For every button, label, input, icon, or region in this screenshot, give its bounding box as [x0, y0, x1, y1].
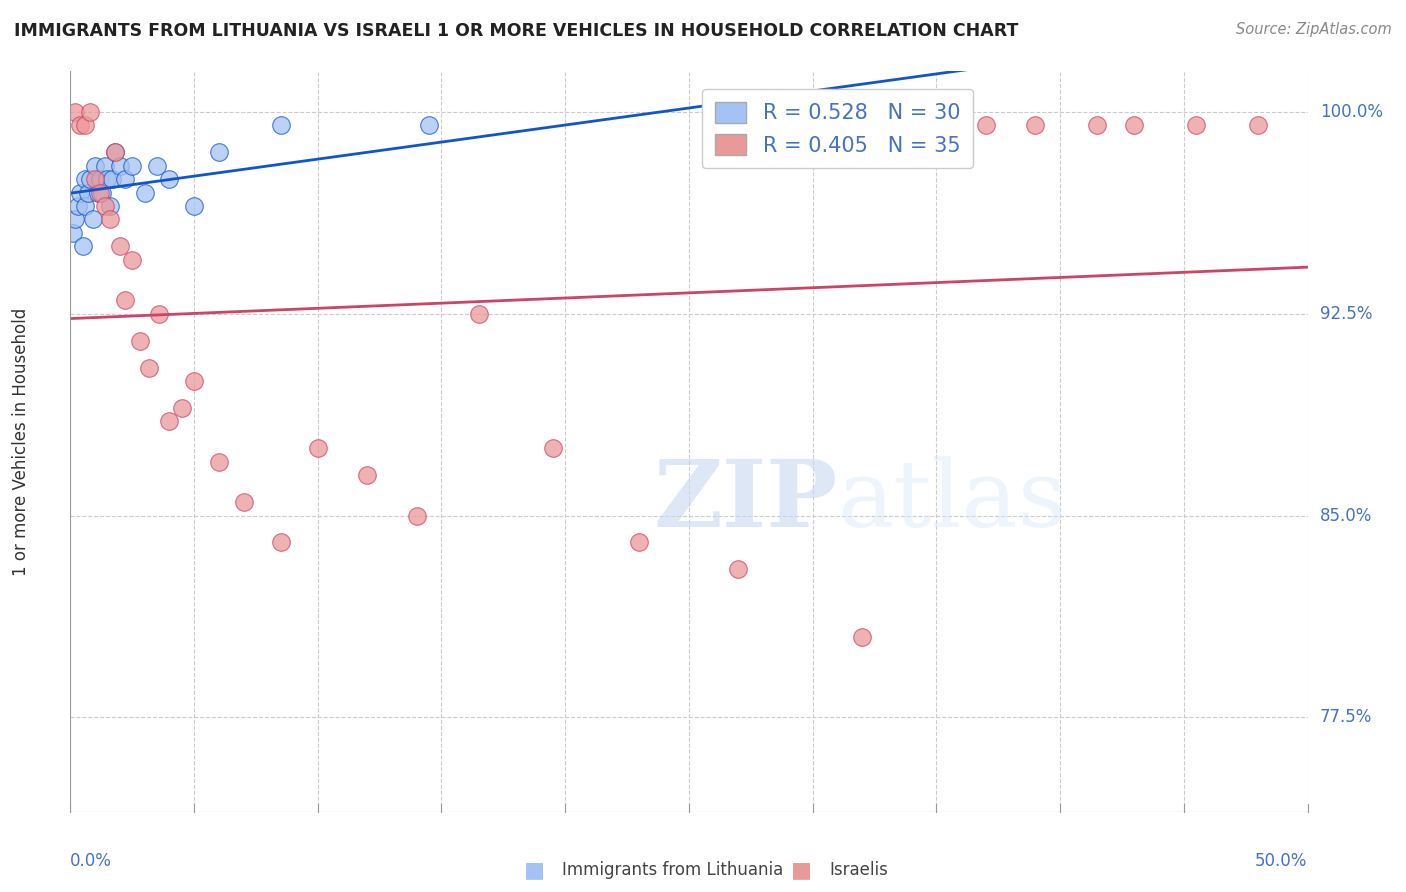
Point — [405, 508, 427, 523]
Point — [157, 414, 180, 428]
Point — [98, 212, 121, 227]
Point — [183, 374, 205, 388]
Point — [82, 212, 104, 227]
Point — [1024, 118, 1046, 132]
Text: 0.0%: 0.0% — [70, 852, 112, 870]
Point — [208, 145, 231, 160]
Point — [146, 159, 169, 173]
Point — [94, 199, 117, 213]
Point — [727, 562, 749, 576]
Legend: R = 0.528   N = 30, R = 0.405   N = 35: R = 0.528 N = 30, R = 0.405 N = 35 — [702, 89, 973, 168]
Text: IMMIGRANTS FROM LITHUANIA VS ISRAELI 1 OR MORE VEHICLES IN HOUSEHOLD CORRELATION: IMMIGRANTS FROM LITHUANIA VS ISRAELI 1 O… — [14, 22, 1018, 40]
Point — [138, 360, 160, 375]
Text: ZIP: ZIP — [654, 456, 838, 546]
Point — [128, 334, 150, 348]
Point — [270, 535, 292, 549]
Point — [62, 226, 84, 240]
Point — [104, 145, 127, 160]
Point — [75, 172, 97, 186]
Point — [418, 118, 440, 132]
Point — [752, 118, 775, 132]
Text: ■: ■ — [524, 860, 544, 880]
Point — [94, 159, 117, 173]
Point — [69, 118, 91, 132]
Point — [65, 104, 87, 119]
Text: 1 or more Vehicles in Household: 1 or more Vehicles in Household — [11, 308, 30, 575]
Text: 50.0%: 50.0% — [1256, 852, 1308, 870]
Point — [75, 199, 97, 213]
Point — [851, 630, 873, 644]
Point — [121, 252, 143, 267]
Point — [356, 468, 378, 483]
Point — [307, 442, 329, 456]
Point — [183, 199, 205, 213]
Point — [157, 172, 180, 186]
Text: Israelis: Israelis — [830, 861, 889, 879]
Text: 92.5%: 92.5% — [1320, 305, 1372, 323]
Text: atlas: atlas — [838, 456, 1067, 546]
Point — [84, 159, 107, 173]
Point — [134, 186, 156, 200]
Point — [65, 212, 87, 227]
Point — [628, 535, 651, 549]
Point — [79, 172, 101, 186]
Point — [86, 186, 108, 200]
Point — [75, 118, 97, 132]
Point — [72, 239, 94, 253]
Point — [101, 172, 124, 186]
Point — [104, 145, 127, 160]
Point — [1185, 118, 1208, 132]
Point — [66, 199, 89, 213]
Point — [1123, 118, 1146, 132]
Point — [232, 495, 254, 509]
Point — [208, 455, 231, 469]
Point — [1247, 118, 1270, 132]
Point — [98, 199, 121, 213]
Point — [974, 118, 997, 132]
Point — [69, 186, 91, 200]
Point — [108, 159, 131, 173]
Text: ■: ■ — [792, 860, 811, 880]
Point — [84, 172, 107, 186]
Point — [541, 442, 564, 456]
Text: Immigrants from Lithuania: Immigrants from Lithuania — [562, 861, 783, 879]
Point — [114, 293, 136, 308]
Text: 77.5%: 77.5% — [1320, 708, 1372, 726]
Point — [114, 172, 136, 186]
Point — [96, 172, 118, 186]
Point — [76, 186, 98, 200]
Text: Source: ZipAtlas.com: Source: ZipAtlas.com — [1236, 22, 1392, 37]
Point — [1085, 118, 1108, 132]
Text: 100.0%: 100.0% — [1320, 103, 1384, 120]
Point — [170, 401, 193, 415]
Point — [108, 239, 131, 253]
Point — [270, 118, 292, 132]
Text: 85.0%: 85.0% — [1320, 507, 1372, 524]
Point — [89, 186, 111, 200]
Point — [467, 307, 489, 321]
Point — [91, 186, 114, 200]
Point — [121, 159, 143, 173]
Point — [79, 104, 101, 119]
Point — [148, 307, 170, 321]
Point — [89, 172, 111, 186]
